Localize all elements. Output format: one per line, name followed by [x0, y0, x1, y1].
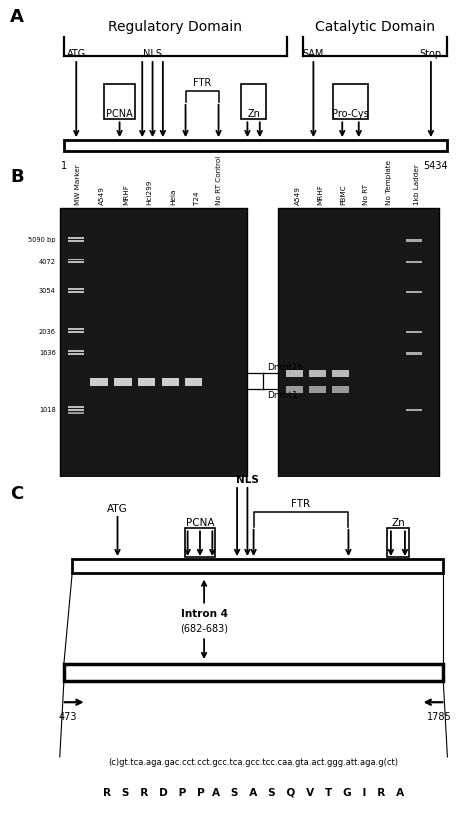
Bar — [406, 331, 422, 333]
Text: Intron 4: Intron 4 — [181, 609, 228, 619]
Bar — [68, 412, 84, 414]
Text: 1018: 1018 — [39, 407, 55, 412]
Bar — [185, 377, 202, 385]
Bar — [68, 237, 84, 239]
Bar — [331, 370, 349, 377]
Bar — [68, 407, 84, 408]
Text: 4072: 4072 — [39, 258, 55, 265]
Bar — [72, 559, 443, 574]
Bar — [286, 386, 303, 394]
Text: 5434: 5434 — [423, 161, 447, 170]
Text: 1: 1 — [61, 161, 67, 170]
Text: (c)gt.tca.aga.gac.cct.cct.gcc.tca.gcc.tcc.caa.gta.act.ggg.att.aga.g(ct): (c)gt.tca.aga.gac.cct.cct.gcc.tca.gcc.tc… — [109, 758, 399, 767]
Text: Catalytic Domain: Catalytic Domain — [315, 20, 435, 33]
Bar — [406, 240, 422, 241]
Bar — [60, 208, 247, 477]
Text: A549: A549 — [295, 186, 301, 205]
Text: B: B — [10, 168, 24, 186]
Bar — [286, 370, 303, 377]
Text: No Template: No Template — [385, 160, 392, 205]
Bar — [387, 528, 409, 557]
Bar — [68, 331, 84, 333]
Text: NLS: NLS — [143, 49, 162, 59]
Bar — [309, 370, 326, 377]
Bar — [278, 208, 439, 477]
Text: Dnmt1: Dnmt1 — [267, 391, 298, 400]
Text: Zn: Zn — [247, 109, 260, 119]
Text: A549: A549 — [99, 186, 105, 205]
Bar — [331, 386, 349, 394]
Text: A: A — [10, 8, 24, 26]
Bar — [406, 261, 422, 263]
Text: 3054: 3054 — [39, 289, 55, 294]
Text: 5090 bp: 5090 bp — [28, 237, 55, 243]
Bar — [64, 663, 443, 681]
Bar — [68, 350, 84, 352]
Text: PCNA: PCNA — [106, 109, 133, 119]
Text: Regulatory Domain: Regulatory Domain — [108, 20, 242, 33]
Bar — [104, 85, 135, 119]
Text: ATG: ATG — [67, 49, 86, 59]
Bar — [68, 353, 84, 355]
Text: 473: 473 — [59, 711, 77, 722]
Text: 1kb Ladder: 1kb Ladder — [414, 164, 419, 205]
Text: Zn: Zn — [391, 518, 405, 528]
Text: FTR: FTR — [193, 77, 211, 87]
Bar — [68, 328, 84, 330]
Bar — [162, 377, 179, 385]
Text: R   S   R   D   P   P  A   S   A   S   Q   V   T   G   I   R   A: R S R D P P A S A S Q V T G I R A — [103, 787, 404, 798]
Text: MRHF: MRHF — [318, 184, 324, 205]
Text: Hela: Hela — [170, 188, 176, 205]
Bar — [64, 140, 447, 151]
Text: PBMC: PBMC — [340, 184, 346, 205]
Text: 2036: 2036 — [39, 328, 55, 334]
Bar — [68, 240, 84, 241]
Text: Hcl299: Hcl299 — [146, 179, 152, 205]
Text: FTR: FTR — [292, 499, 310, 509]
Text: C: C — [10, 485, 24, 503]
Bar — [406, 291, 422, 293]
Text: PCNA: PCNA — [186, 518, 214, 528]
Bar — [333, 85, 368, 119]
Bar — [138, 377, 155, 385]
Text: Dnmt1b: Dnmt1b — [267, 363, 303, 372]
Text: (682-683): (682-683) — [180, 623, 228, 633]
Text: Pro-Cys: Pro-Cys — [332, 109, 369, 119]
Bar — [68, 258, 84, 260]
Bar — [68, 409, 84, 411]
Bar — [406, 409, 422, 411]
Text: No RT Control: No RT Control — [217, 156, 222, 205]
Bar — [241, 85, 266, 119]
Text: NLS: NLS — [236, 475, 259, 485]
Bar — [68, 289, 84, 290]
Bar — [68, 262, 84, 263]
Text: Stop: Stop — [420, 49, 442, 59]
Bar — [406, 352, 422, 355]
Bar — [90, 377, 108, 385]
Text: SAM: SAM — [303, 49, 324, 59]
Bar — [309, 386, 326, 394]
Text: MW Marker: MW Marker — [75, 164, 82, 205]
Bar — [68, 291, 84, 293]
Text: ATG: ATG — [107, 504, 128, 514]
Text: 1636: 1636 — [39, 350, 55, 356]
Bar — [185, 528, 215, 557]
Text: 1785: 1785 — [427, 711, 452, 722]
Text: T24: T24 — [194, 192, 200, 205]
Bar — [114, 377, 131, 385]
Text: MRHF: MRHF — [123, 184, 129, 205]
Text: No RT: No RT — [363, 183, 369, 205]
